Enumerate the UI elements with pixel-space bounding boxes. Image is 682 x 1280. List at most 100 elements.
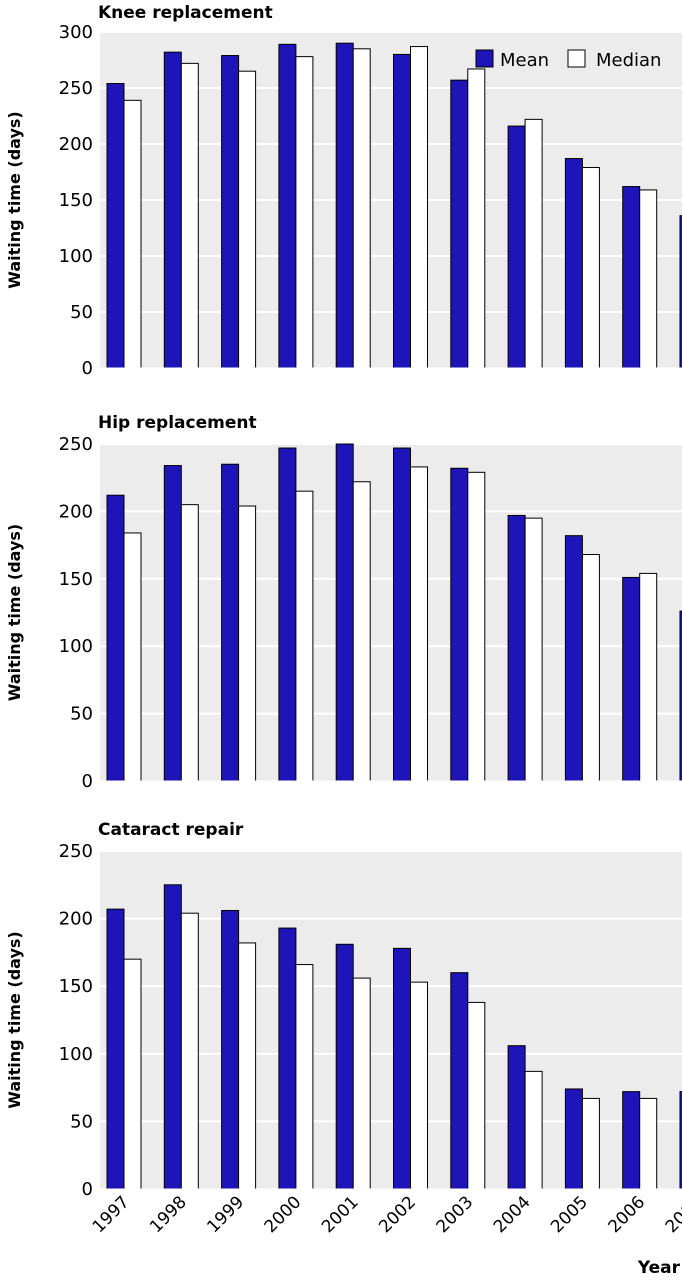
mean-bar bbox=[394, 948, 411, 1189]
mean-bar bbox=[623, 187, 640, 368]
y-tick-label: 150 bbox=[59, 190, 93, 211]
median-bar bbox=[640, 1098, 657, 1189]
y-tick-label: 200 bbox=[59, 134, 93, 155]
median-bar bbox=[353, 482, 370, 781]
y-tick-label: 300 bbox=[59, 22, 93, 43]
mean-bar bbox=[336, 944, 353, 1189]
y-axis-label: Waiting time (days) bbox=[5, 931, 24, 1108]
x-tick-label: 1998 bbox=[146, 1192, 191, 1237]
panel-title: Knee replacement bbox=[98, 3, 273, 23]
mean-bar bbox=[508, 1046, 525, 1189]
x-tick-label: 2001 bbox=[318, 1192, 363, 1237]
mean-bar bbox=[565, 536, 582, 781]
median-bar bbox=[582, 555, 599, 781]
median-bar bbox=[124, 959, 141, 1189]
x-tick-label: 2000 bbox=[261, 1192, 306, 1237]
y-tick-label: 100 bbox=[59, 636, 93, 657]
median-bar bbox=[124, 100, 141, 368]
mean-bar bbox=[164, 52, 181, 368]
mean-bar bbox=[451, 973, 468, 1189]
median-bar bbox=[353, 49, 370, 368]
y-tick-label: 250 bbox=[59, 434, 93, 455]
legend-median-label: Median bbox=[596, 50, 661, 71]
mean-bar bbox=[222, 464, 239, 781]
median-bar bbox=[411, 467, 428, 781]
median-bar bbox=[296, 491, 313, 781]
legend-mean-swatch bbox=[476, 50, 493, 67]
mean-bar bbox=[279, 928, 296, 1189]
mean-bar bbox=[451, 468, 468, 781]
median-bar bbox=[582, 168, 599, 368]
median-bar bbox=[411, 47, 428, 368]
y-tick-label: 0 bbox=[82, 358, 93, 379]
y-tick-label: 50 bbox=[70, 1111, 93, 1132]
y-tick-label: 200 bbox=[59, 501, 93, 522]
mean-bar bbox=[279, 448, 296, 781]
y-tick-label: 0 bbox=[82, 1179, 93, 1200]
y-tick-label: 200 bbox=[59, 909, 93, 930]
mean-bar bbox=[623, 577, 640, 781]
y-axis-label: Waiting time (days) bbox=[5, 524, 24, 701]
x-tick-label: 2006 bbox=[605, 1192, 650, 1237]
y-tick-label: 50 bbox=[70, 704, 93, 725]
panel-title: Cataract repair bbox=[98, 820, 244, 840]
mean-bar bbox=[107, 495, 124, 781]
x-tick-label: 1997 bbox=[89, 1192, 134, 1237]
mean-bar bbox=[451, 80, 468, 368]
x-tick-label: 2005 bbox=[547, 1192, 592, 1237]
mean-bar bbox=[336, 444, 353, 781]
median-bar bbox=[296, 57, 313, 368]
median-bar bbox=[640, 573, 657, 781]
legend-median-swatch bbox=[568, 50, 585, 67]
y-tick-label: 50 bbox=[70, 302, 93, 323]
x-tick-label: 2007 bbox=[662, 1192, 682, 1237]
median-bar bbox=[239, 506, 256, 781]
mean-bar bbox=[279, 44, 296, 368]
median-bar bbox=[525, 518, 542, 781]
median-bar bbox=[181, 63, 198, 368]
median-bar bbox=[468, 1002, 485, 1189]
mean-bar bbox=[565, 159, 582, 368]
mean-bar bbox=[164, 885, 181, 1189]
x-tick-label: 2002 bbox=[375, 1192, 420, 1237]
median-bar bbox=[181, 505, 198, 781]
mean-bar bbox=[336, 43, 353, 368]
y-tick-label: 150 bbox=[59, 976, 93, 997]
legend-mean-label: Mean bbox=[500, 50, 549, 71]
mean-bar bbox=[394, 54, 411, 368]
x-tick-label: 2003 bbox=[433, 1192, 478, 1237]
median-bar bbox=[124, 533, 141, 781]
y-tick-label: 100 bbox=[59, 246, 93, 267]
median-bar bbox=[296, 965, 313, 1189]
y-axis-label: Waiting time (days) bbox=[5, 111, 24, 288]
y-tick-label: 100 bbox=[59, 1044, 93, 1065]
mean-bar bbox=[508, 515, 525, 781]
median-bar bbox=[640, 190, 657, 368]
mean-bar bbox=[508, 126, 525, 368]
x-axis-label: Year bbox=[637, 1258, 681, 1278]
y-tick-label: 250 bbox=[59, 78, 93, 99]
median-bar bbox=[353, 978, 370, 1189]
median-bar bbox=[582, 1098, 599, 1189]
median-bar bbox=[239, 71, 256, 368]
panel-title: Hip replacement bbox=[98, 413, 257, 433]
mean-bar bbox=[107, 909, 124, 1189]
median-bar bbox=[181, 913, 198, 1189]
mean-bar bbox=[565, 1089, 582, 1189]
x-tick-label: 1999 bbox=[203, 1192, 248, 1237]
median-bar bbox=[468, 69, 485, 368]
mean-bar bbox=[222, 910, 239, 1189]
median-bar bbox=[239, 943, 256, 1189]
median-bar bbox=[525, 119, 542, 368]
mean-bar bbox=[623, 1092, 640, 1189]
median-bar bbox=[468, 472, 485, 781]
median-bar bbox=[411, 982, 428, 1189]
mean-bar bbox=[222, 56, 239, 368]
y-tick-label: 250 bbox=[59, 841, 93, 862]
y-tick-label: 150 bbox=[59, 569, 93, 590]
y-tick-label: 0 bbox=[82, 771, 93, 792]
median-bar bbox=[525, 1071, 542, 1189]
mean-bar bbox=[394, 448, 411, 781]
mean-bar bbox=[164, 466, 181, 781]
